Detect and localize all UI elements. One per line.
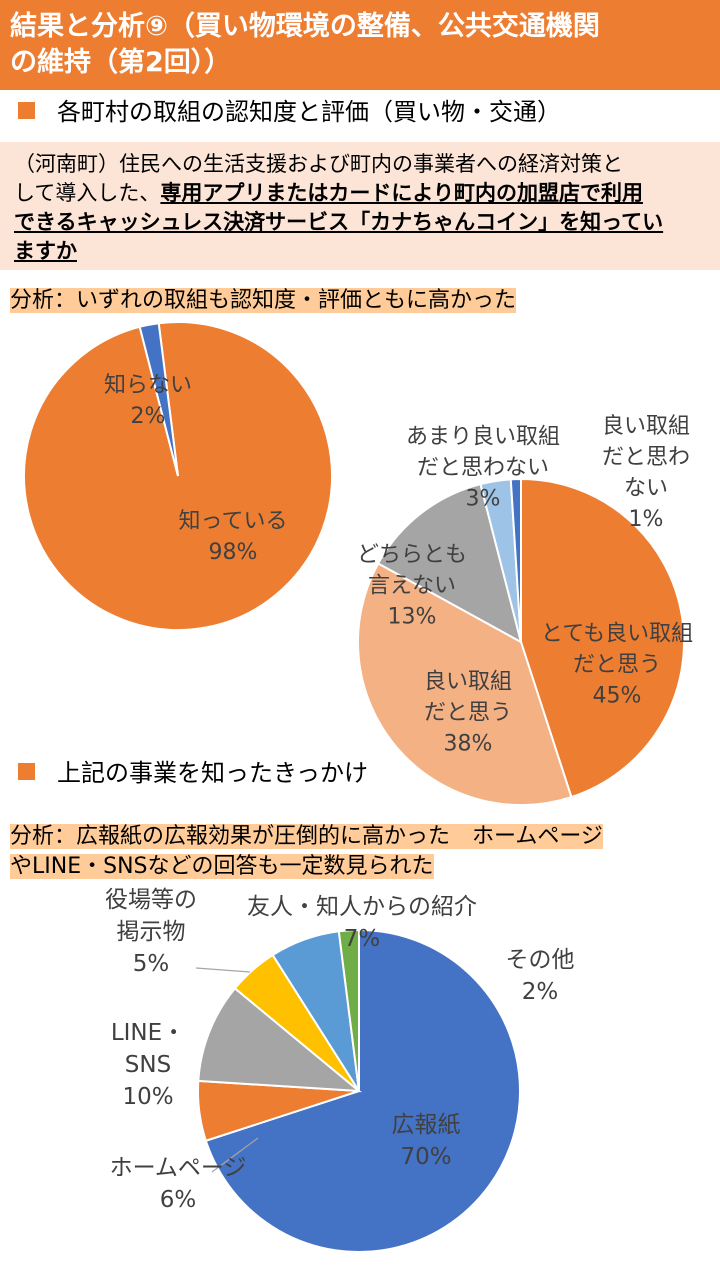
pie-2-label-3: どちらとも言えない 13% (357, 543, 467, 630)
analysis-note-1-text: 分析：いずれの取組も認知度・評価ともに高かった (10, 288, 517, 313)
pie-3-label-line: 役場等の (105, 887, 197, 913)
question-line1: （河南町）住民への生活支援および町内の事業者への経済対策と (14, 152, 623, 176)
bullet-square-icon (18, 763, 35, 780)
pie-2-label-line: 良い取組 (424, 670, 512, 695)
pie-3-value-6: 2% (522, 979, 559, 1005)
pie-2-value-5: 1% (629, 507, 664, 532)
pie-3-slice-6 (337, 928, 360, 1092)
pie-3-leader-2 (211, 1137, 259, 1173)
pie-1-label-line: 知らない (104, 373, 192, 398)
pie-1-label-line: 知っている (179, 509, 288, 534)
pie-2-slice-1 (520, 477, 685, 799)
pie-3-label-6: その他 2% (506, 947, 575, 1005)
pie-2-value-1: 45% (593, 684, 642, 709)
pie-1-value-1: 98% (209, 540, 258, 565)
pie-3-value-1: 70% (400, 1144, 451, 1170)
question-line2: して導入した、専用アプリまたはカードにより町内の加盟店で利用 (14, 179, 706, 208)
pie-2-slice-5 (509, 477, 522, 643)
pie-3-label-line: ホームページ (110, 1155, 247, 1181)
pie-3-leader-4 (195, 967, 251, 973)
pie-2-label-4: あまり良い取組だと思わない 3% (406, 425, 560, 512)
page-header: 結果と分析⑨（買い物環境の整備、公共交通機関 の維持（第2回）） (0, 0, 720, 90)
pie-3-label-line: 友人・知人からの紹介 (247, 894, 477, 920)
pie-3-label-5: 友人・知人からの紹介 7% (247, 894, 477, 952)
pie-2-label-1: とても良い取組だと思う 45% (541, 622, 693, 709)
pie-2-label-line: だと思わない (417, 456, 549, 481)
pie-2-value-4: 3% (466, 487, 501, 512)
analysis-note-2-line2: やLINE・SNSなどの回答も一定数見られた (10, 854, 434, 879)
pie-2-value-2: 38% (444, 732, 493, 757)
pie-2-label-line: だと思わ (602, 445, 690, 470)
pie-3-value-2: 6% (160, 1187, 197, 1213)
pie-3-value-5: 7% (344, 926, 381, 952)
section-heading-2-label: 上記の事業を知ったきっかけ (57, 759, 369, 787)
pie-1-value-2: 2% (131, 404, 166, 429)
question-line3: できるキャッシュレス決済サービス「カナちゃんコイン」を知ってい (14, 210, 664, 234)
pie-2-label-line: だと思う (573, 653, 661, 678)
section-heading-1: 各町村の取組の認知度と評価（買い物・交通） (18, 96, 561, 128)
pie-3-label-4: 役場等の掲示物 5% (105, 887, 197, 977)
question-line2-emphasis: 専用アプリまたはカードにより町内の加盟店で利用 (160, 181, 643, 205)
pie-chart-1: 知っている 98% 知らない 2% (23, 320, 333, 631)
pie-2-label-line: とても良い取組 (541, 622, 693, 647)
section-heading-1-label: 各町村の取組の認知度と評価（買い物・交通） (57, 98, 561, 126)
section-heading-2: 上記の事業を知ったきっかけ (18, 757, 368, 789)
pie-3-label-line: 掲示物 (117, 919, 186, 945)
pie-2-label-line: あまり良い取組 (406, 425, 560, 450)
pie-1-label-2: 知らない 2% (104, 373, 192, 429)
pie-3-label-line: 広報紙 (392, 1112, 461, 1138)
pie-2-slice-2 (357, 562, 573, 806)
pie-3-value-4: 5% (133, 951, 170, 977)
pie-3-slice-1 (204, 928, 521, 1253)
question-line4: ますか (14, 239, 77, 263)
pie-3-label-3: LINE・ SNS 10% (111, 1020, 185, 1110)
analysis-note-2: 分析：広報紙の広報効果が圧倒的に高かった ホームページ やLINE・SNSなどの… (10, 822, 603, 882)
pie-chart-2: とても良い取組だと思う 45%良い取組だと思う 38%どちらとも言えない 13%あまり… (357, 414, 693, 806)
pie-2-label-line: 言えない (368, 574, 456, 599)
pie-3-label-line: SNS (125, 1052, 171, 1078)
question-line2-plain: して導入した、 (14, 181, 161, 205)
pie-2-slice-3 (376, 482, 523, 644)
pie-3-value-3: 10% (122, 1084, 173, 1110)
question-box: （河南町）住民への生活支援および町内の事業者への経済対策と して導入した、専用ア… (0, 142, 720, 270)
pie-3-label-1: 広報紙 70% (392, 1112, 461, 1170)
pie-1-label-1: 知っている 98% (179, 509, 288, 565)
pie-3-label-line: その他 (506, 947, 575, 973)
analysis-note-2-line1: 分析：広報紙の広報効果が圧倒的に高かった ホームページ (10, 824, 603, 849)
pie-2-label-2: 良い取組だと思う 38% (424, 670, 512, 757)
pie-3-slice-3 (197, 986, 363, 1093)
analysis-note-1: 分析：いずれの取組も認知度・評価ともに高かった (10, 286, 517, 316)
pie-3-label-line: LINE・ (111, 1020, 185, 1046)
pie-2-value-3: 13% (388, 605, 437, 630)
header-title-line1: 結果と分析⑨（買い物環境の整備、公共交通機関 (10, 11, 600, 42)
pie-1-slice-2 (138, 322, 179, 477)
bullet-square-icon (18, 102, 35, 119)
pie-2-label-line: だと思う (424, 701, 512, 726)
pie-chart-3: 広報紙 70% ホームページ 6% LINE・ SNS 10% 役場等の掲示物 5% 友人・知人か… (105, 887, 575, 1253)
pie-2-label-line: 良い取組 (602, 414, 690, 439)
pie-2-label-line: ない (624, 476, 668, 501)
header-title-line2: の維持（第2回）） (10, 47, 232, 78)
pie-2-label-5: 良い取組だと思わない 1% (602, 414, 690, 532)
pie-3-label-2: ホームページ 6% (110, 1155, 247, 1213)
pie-2-label-line: どちらとも (357, 543, 467, 568)
